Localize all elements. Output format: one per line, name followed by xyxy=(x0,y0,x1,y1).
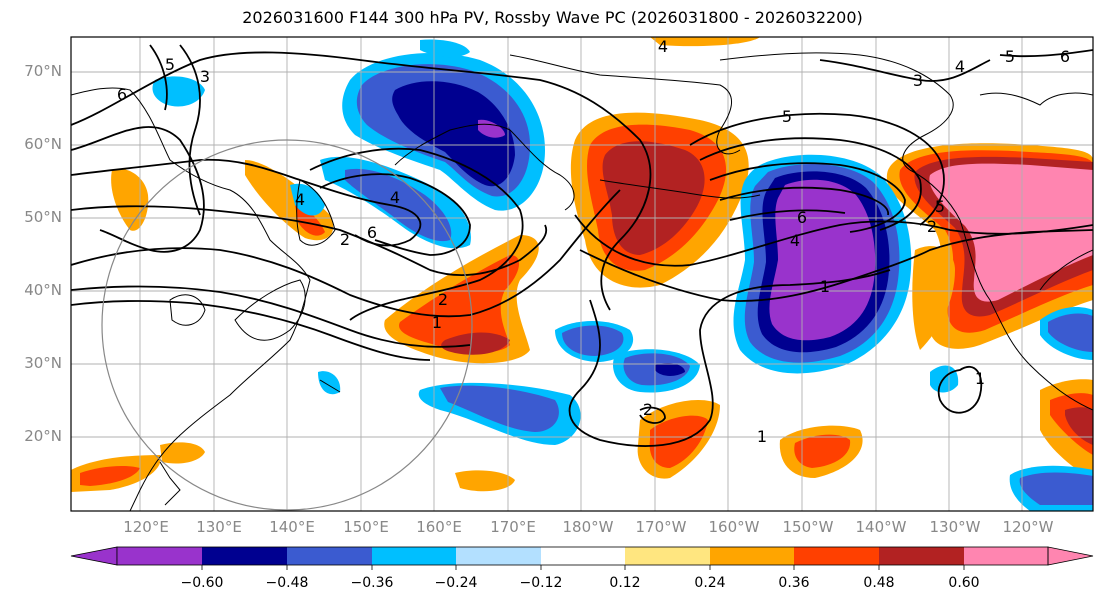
lon-label-140e: 140°E xyxy=(269,518,315,536)
colorbar-bin xyxy=(202,547,287,565)
colorbar-tick-label: 0.24 xyxy=(694,575,726,591)
colorbar-tick-label: 0.36 xyxy=(778,575,810,591)
lon-label-120e: 120°E xyxy=(123,518,169,536)
colorbar-min-arrow xyxy=(70,546,118,566)
contour-label: 4 xyxy=(295,190,305,209)
lon-label-130w: 130°W xyxy=(929,518,981,536)
lon-label-160w: 160°W xyxy=(708,518,760,536)
contour-label: 3 xyxy=(913,71,923,90)
colorbar-tick-label: −0.60 xyxy=(180,575,224,591)
contour-label: 4 xyxy=(658,37,668,56)
contour-label: 4 xyxy=(955,57,965,76)
contour-label: 5 xyxy=(1005,47,1015,66)
colorbar-bin xyxy=(625,547,710,565)
colorbar-tick-label: 0.60 xyxy=(948,575,980,591)
colorbar-bin xyxy=(879,547,964,565)
colorbar-tick-label: −0.12 xyxy=(519,575,563,591)
contour-label: 2 xyxy=(927,217,937,236)
contour-label: 1 xyxy=(757,427,767,446)
contour-label: 6 xyxy=(1060,47,1070,66)
lat-label-50n: 50°N xyxy=(24,208,62,226)
map-title: 2026031600 F144 300 hPa PV, Rossby Wave … xyxy=(242,8,863,27)
colorbar-bin xyxy=(794,547,879,565)
contour-label: 6 xyxy=(367,223,377,242)
contour-label: 2 xyxy=(643,400,653,419)
contour-label: 5 xyxy=(782,107,792,126)
lon-label-140w: 140°W xyxy=(855,518,907,536)
colorbar-tick-label: 0.48 xyxy=(863,575,895,591)
lon-label-150w: 150°W xyxy=(782,518,834,536)
lat-label-40n: 40°N xyxy=(24,281,62,299)
colorbar-tick-label: −0.48 xyxy=(265,575,309,591)
colorbar-tick-label: 0.12 xyxy=(609,575,641,591)
contour-label: 4 xyxy=(790,231,800,250)
colorbar-bin xyxy=(287,547,372,565)
colorbar-bin xyxy=(456,547,541,565)
pv-contours xyxy=(71,44,1093,447)
lon-label-170w: 170°W xyxy=(635,518,687,536)
contour-label: 5 xyxy=(165,55,175,74)
contour-label: 5 xyxy=(935,197,945,216)
lon-label-150e: 150°E xyxy=(343,518,389,536)
contour-label: 2 xyxy=(438,290,448,309)
map-frame xyxy=(70,36,1094,512)
colorbar-tick-label: −0.36 xyxy=(350,575,394,591)
contour-label: 6 xyxy=(117,85,127,104)
lat-label-30n: 30°N xyxy=(24,354,62,372)
contour-label-group: 6 5 3 4 4 6 5 4 2 2 1 1 2 1 3 5 4 6 5 6 … xyxy=(117,37,1070,446)
lon-label-130e: 130°E xyxy=(196,518,242,536)
lon-label-180w: 180°W xyxy=(562,518,614,536)
lat-label-70n: 70°N xyxy=(24,62,62,80)
lon-label-170e: 170°E xyxy=(490,518,536,536)
reference-circle xyxy=(101,139,473,511)
colorbar-bin xyxy=(117,547,202,565)
contour-label: 1 xyxy=(820,277,830,296)
colorbar-bin xyxy=(541,547,625,565)
colorbar-tick-label: −0.24 xyxy=(434,575,478,591)
contour-label: 6 xyxy=(797,208,807,227)
lon-label-160e: 160°E xyxy=(416,518,462,536)
contour-label: 3 xyxy=(200,67,210,86)
colorbar-max-arrow xyxy=(1047,546,1094,566)
contour-label: 2 xyxy=(340,230,350,249)
lat-label-60n: 60°N xyxy=(24,135,62,153)
colorbar-bin xyxy=(372,547,456,565)
contour-label: 1 xyxy=(975,369,985,388)
colorbar-bin xyxy=(710,547,794,565)
colorbar-bin xyxy=(964,547,1048,565)
colorbar xyxy=(70,546,1094,570)
lon-label-120w: 120°W xyxy=(1002,518,1054,536)
pv-anomaly-fill xyxy=(71,37,1093,511)
contour-label: 4 xyxy=(390,188,400,207)
lat-label-20n: 20°N xyxy=(24,427,62,445)
contour-label: 1 xyxy=(432,313,442,332)
